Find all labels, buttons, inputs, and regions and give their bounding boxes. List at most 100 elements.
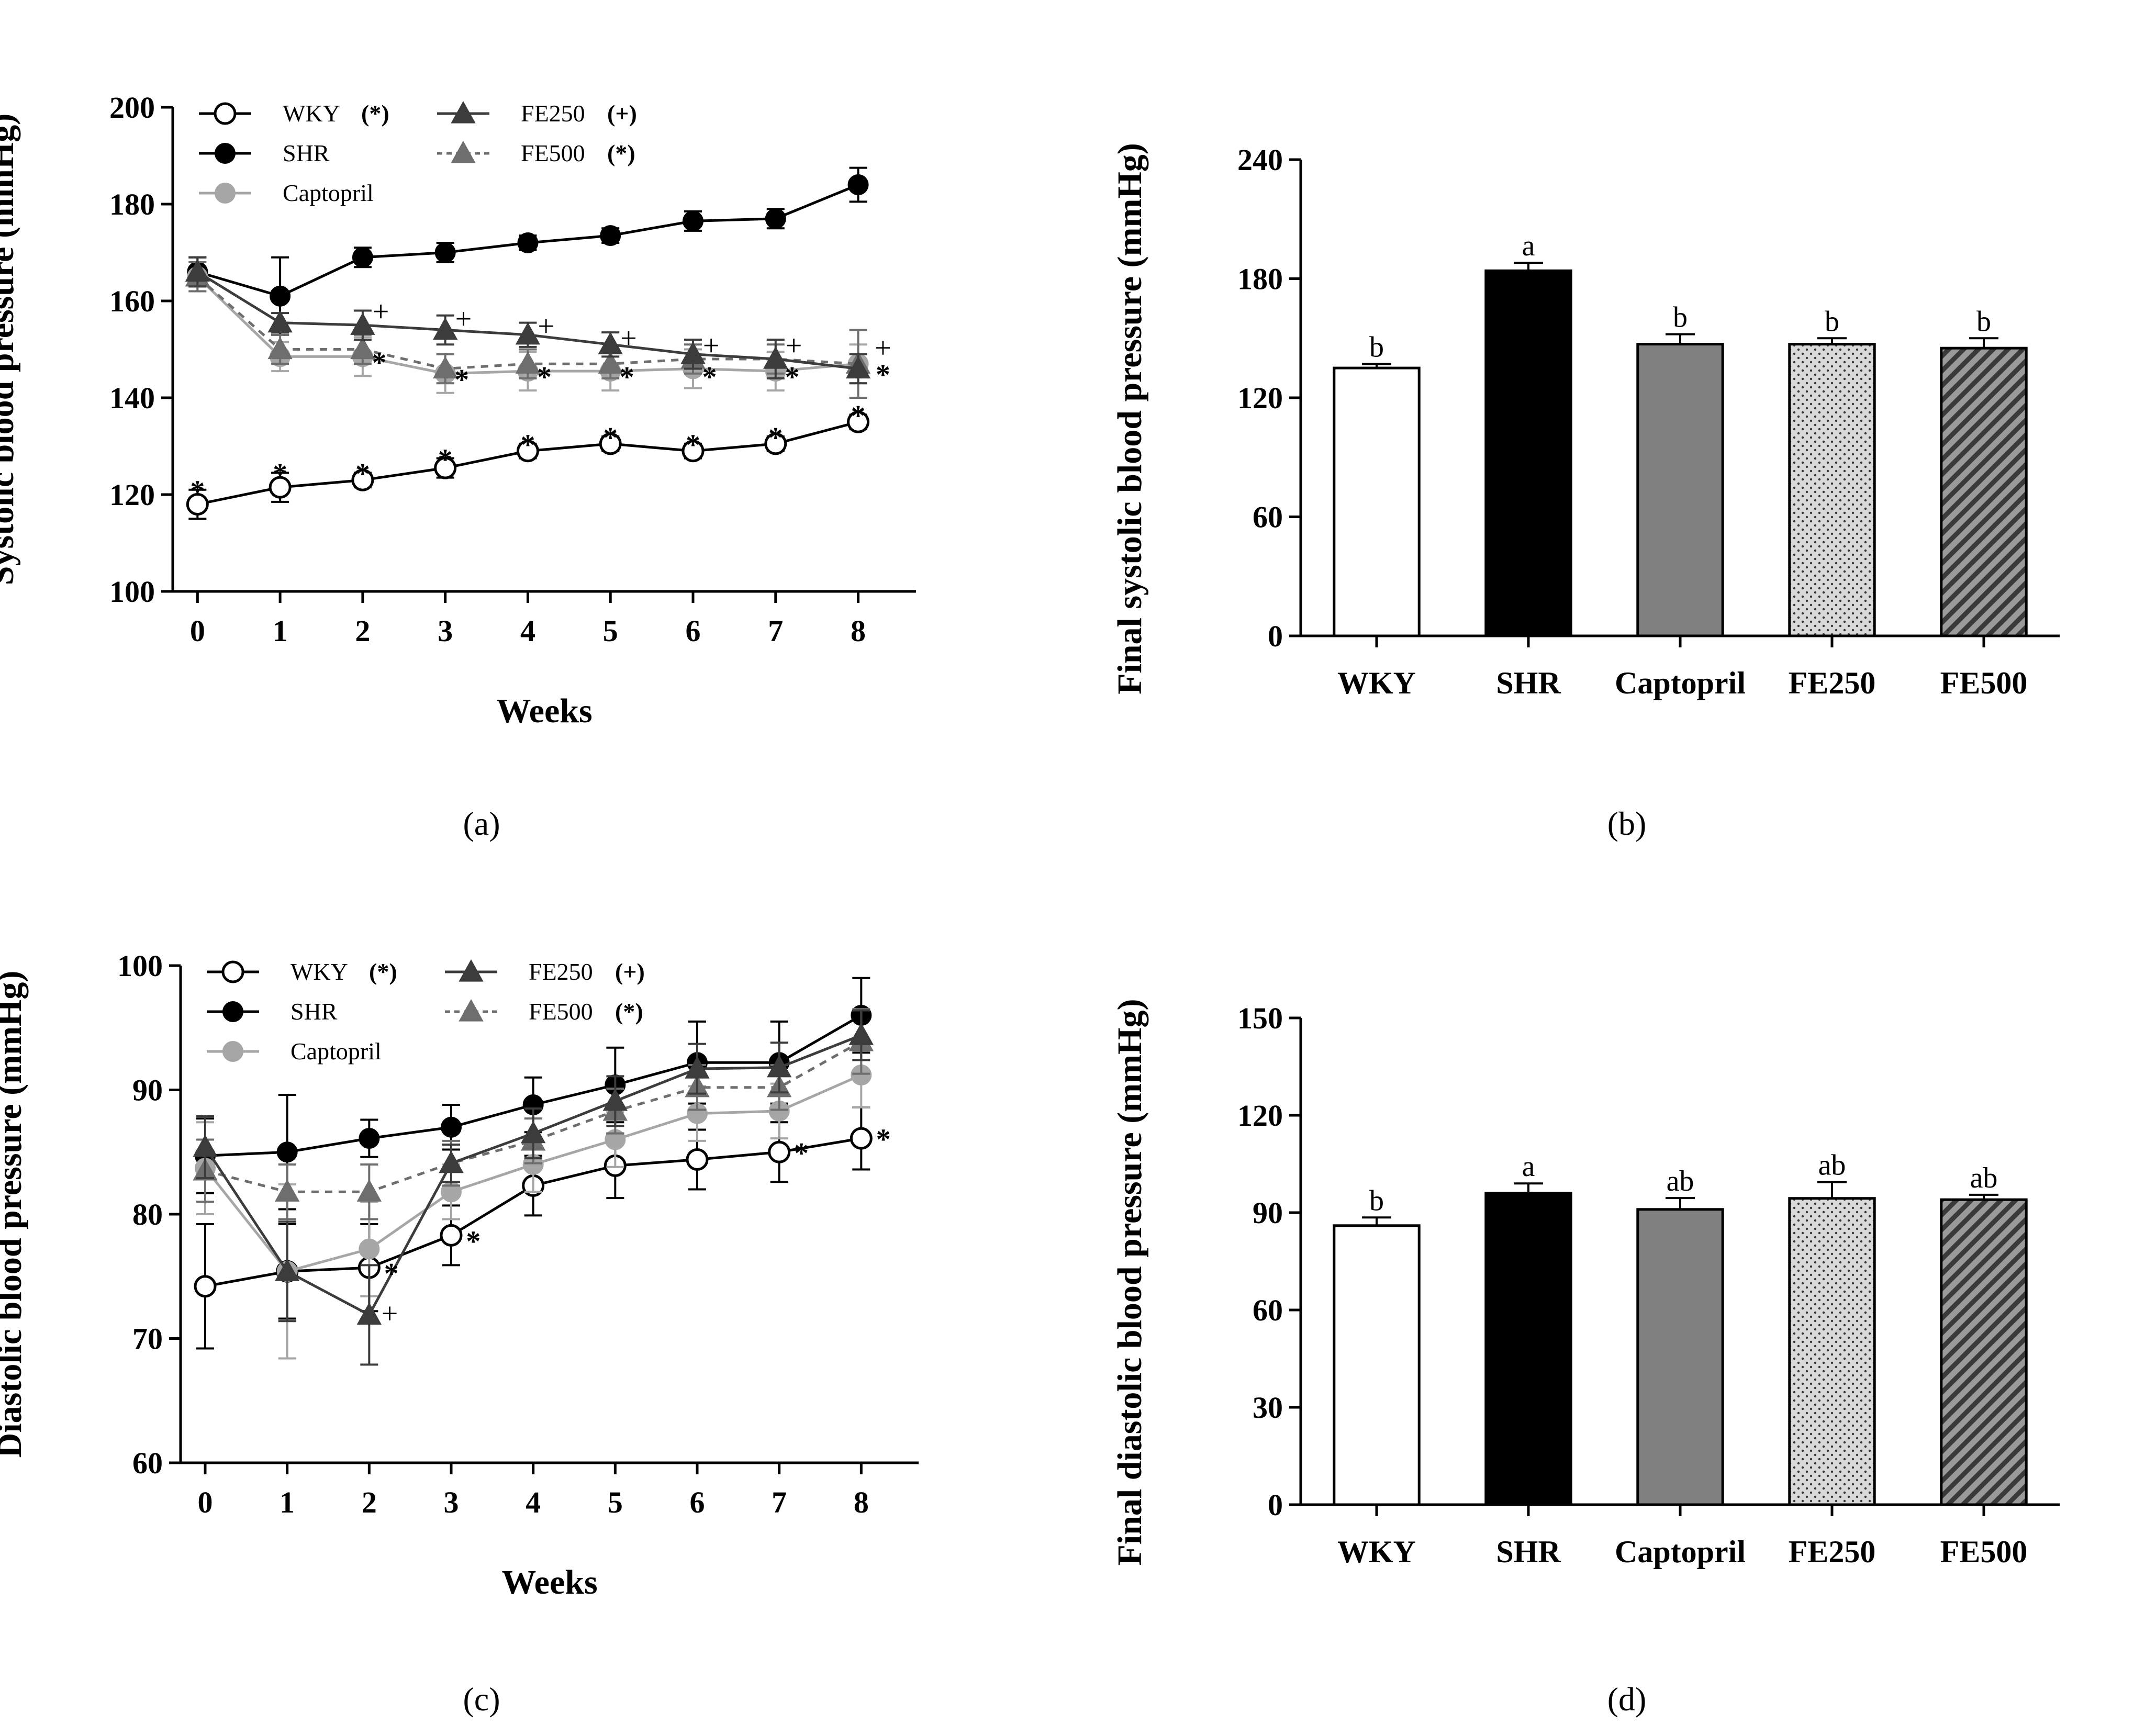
significance-mark: * — [438, 443, 453, 476]
y-tick-label: 160 — [109, 284, 155, 318]
significance-mark: + — [538, 310, 554, 343]
x-tick-label: 3 — [438, 614, 453, 648]
data-point — [850, 1127, 873, 1150]
series-fe500 — [193, 1008, 874, 1220]
data-point — [515, 351, 541, 374]
y-axis-title: Final systolic blood pressure (mmHg) — [1111, 143, 1149, 695]
significance-mark: * — [686, 429, 700, 462]
data-point — [267, 310, 293, 333]
data-point — [763, 346, 788, 369]
significance-mark: * — [454, 364, 469, 396]
data-point — [516, 440, 539, 463]
y-tick-label: 0 — [1268, 619, 1283, 653]
bar-group-shr: a SHR — [1484, 1150, 1572, 1569]
data-point — [598, 351, 623, 374]
data-point — [350, 312, 375, 335]
x-tick-label: 8 — [851, 614, 866, 648]
significance-letter: b — [1369, 331, 1384, 364]
data-point — [356, 1179, 382, 1202]
legend-significance: (+) — [607, 100, 637, 127]
data-point — [598, 332, 623, 354]
y-tick-label: 180 — [109, 187, 155, 221]
significance-mark: + — [620, 322, 637, 355]
y-tick-label: 30 — [1253, 1391, 1283, 1425]
significance-mark: * — [384, 1258, 399, 1290]
x-tick-label: 3 — [444, 1485, 459, 1519]
legend-label: SHR — [283, 140, 330, 166]
data-point — [765, 208, 786, 229]
data-point — [685, 1056, 710, 1079]
y-tick-label: 120 — [1237, 1099, 1283, 1133]
bar-group-fe500: ab FE500 — [1940, 1162, 2028, 1569]
data-point — [432, 317, 458, 340]
significance-mark: * — [768, 422, 783, 454]
significance-mark: * — [876, 1124, 891, 1156]
significance-mark: * — [355, 458, 370, 490]
significance-mark: * — [876, 359, 890, 391]
data-point — [351, 468, 374, 491]
bar-group-captopril: b Captopril — [1615, 301, 1746, 700]
significance-mark: * — [794, 1137, 809, 1170]
legend-marker — [451, 140, 476, 163]
data-point — [680, 341, 706, 364]
data-point — [270, 285, 291, 307]
series-wky — [186, 410, 870, 520]
data-point — [185, 259, 210, 282]
data-point — [356, 1302, 382, 1325]
bar — [1333, 1224, 1421, 1506]
y-tick-label: 0 — [1268, 1488, 1283, 1522]
legend-marker — [222, 1041, 243, 1062]
legend-label: WKY — [291, 958, 348, 985]
y-tick-label: 140 — [109, 381, 155, 415]
y-tick-label: 150 — [1237, 1001, 1283, 1035]
data-point — [686, 1148, 709, 1171]
y-tick-label: 100 — [117, 949, 163, 983]
significance-mark: + — [455, 303, 472, 335]
data-point — [683, 210, 703, 232]
significance-mark: + — [703, 330, 720, 362]
category-label: Captopril — [1615, 666, 1746, 700]
series-fe250 — [185, 256, 871, 385]
y-tick-label: 180 — [1237, 262, 1283, 296]
x-axis-title: Weeks — [496, 692, 592, 730]
legend-label: SHR — [291, 998, 338, 1025]
series-fe250 — [193, 1009, 874, 1366]
caption-b: (b) — [1607, 805, 1647, 842]
significance-mark: + — [875, 332, 891, 365]
y-tick-label: 200 — [109, 91, 155, 125]
bar — [1636, 1208, 1724, 1506]
legend-significance: (+) — [615, 958, 645, 985]
significance-mark: * — [372, 346, 386, 379]
significance-letter: b — [1976, 305, 1991, 338]
bar — [1940, 1198, 2028, 1506]
data-point — [682, 440, 705, 463]
significance-mark: * — [851, 400, 866, 432]
caption-d: (d) — [1607, 1681, 1647, 1718]
significance-mark: * — [537, 361, 552, 394]
legend-label: Captopril — [291, 1038, 382, 1065]
significance-letter: a — [1522, 230, 1535, 262]
data-point — [359, 1128, 380, 1149]
legend-significance: (*) — [369, 958, 397, 985]
y-tick-label: 60 — [1253, 1293, 1283, 1327]
x-tick-label: 8 — [854, 1485, 869, 1519]
legend-significance: (*) — [361, 100, 389, 127]
y-axis-title: Final diastolic blood pressure (mmHg) — [1111, 999, 1149, 1566]
data-point — [194, 1275, 217, 1298]
significance-mark: * — [603, 422, 618, 454]
x-tick-label: 5 — [608, 1485, 623, 1519]
legend-label: Captopril — [283, 180, 374, 206]
bar — [1940, 346, 2028, 637]
legend-marker — [222, 1001, 243, 1022]
x-tick-label: 7 — [768, 614, 783, 648]
significance-mark: * — [273, 458, 287, 490]
data-point — [439, 1150, 464, 1173]
data-point — [599, 432, 622, 455]
category-label: FE500 — [1940, 1535, 2028, 1569]
data-point — [440, 1224, 463, 1247]
legend-marker — [459, 999, 484, 1022]
caption-a: (a) — [463, 805, 500, 842]
x-axis-title: Weeks — [501, 1563, 597, 1601]
category-label: FE250 — [1789, 1535, 1876, 1569]
